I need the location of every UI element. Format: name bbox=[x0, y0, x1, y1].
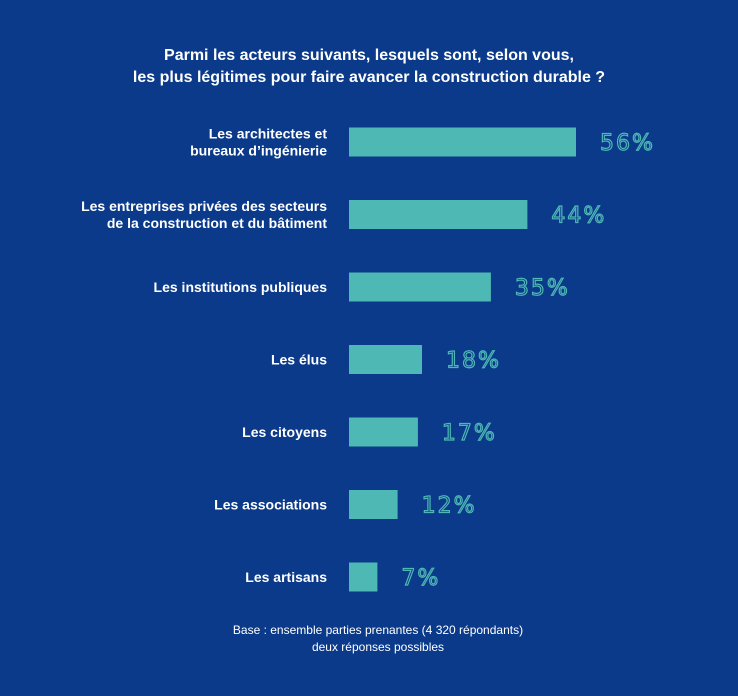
bars bbox=[349, 127, 576, 592]
footnote-line-1: Base : ensemble parties prenantes (4 320… bbox=[233, 623, 523, 637]
bar-5 bbox=[349, 417, 418, 447]
bar-2 bbox=[349, 200, 528, 229]
value-labels: 56% 44% 35% 18% 17% 12% 7% bbox=[401, 130, 655, 591]
category-label-2-line-1: Les entreprises privées des secteurs bbox=[81, 198, 327, 214]
chart-title: Parmi les acteurs suivants, lesquels son… bbox=[133, 47, 605, 86]
category-label-5: Les citoyens bbox=[242, 424, 327, 440]
value-label-2: 44% bbox=[551, 204, 606, 229]
value-label-7: 7% bbox=[401, 566, 440, 591]
bar-1 bbox=[349, 127, 576, 157]
category-label-1-line-1: Les architectes et bbox=[209, 126, 328, 142]
category-label-4: Les élus bbox=[271, 352, 327, 368]
bar-6 bbox=[349, 490, 398, 519]
chart-title-line-2: les plus légitimes pour faire avancer la… bbox=[133, 69, 605, 86]
value-label-3: 35% bbox=[515, 276, 570, 301]
bar-4 bbox=[349, 345, 422, 374]
category-label-6: Les associations bbox=[214, 497, 327, 513]
category-label-1-line-2: bureaux d’ingénierie bbox=[190, 143, 327, 159]
value-label-5: 17% bbox=[442, 421, 497, 446]
value-label-1: 56% bbox=[600, 131, 655, 156]
bar-3 bbox=[349, 272, 491, 302]
bar-7 bbox=[349, 562, 378, 592]
footnote: Base : ensemble parties prenantes (4 320… bbox=[233, 623, 523, 654]
category-label-2-line-2: de la construction et du bâtiment bbox=[107, 215, 327, 231]
category-label-7: Les artisans bbox=[245, 569, 327, 585]
footnote-line-2: deux réponses possibles bbox=[312, 640, 444, 654]
value-label-6: 12% bbox=[422, 494, 477, 519]
value-label-4: 18% bbox=[446, 349, 501, 374]
category-label-3: Les institutions publiques bbox=[154, 279, 328, 295]
chart-title-line-1: Parmi les acteurs suivants, lesquels son… bbox=[164, 47, 574, 64]
